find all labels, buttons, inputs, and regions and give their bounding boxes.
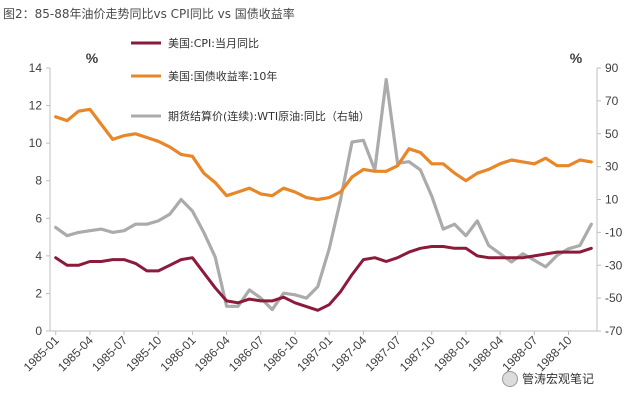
x-tick-label: 1986-10	[260, 333, 301, 374]
x-tick-label: 1986-04	[192, 333, 233, 374]
page-title: 图2：85-88年油价走势同比vs CPI同比 vs 国债收益率	[3, 7, 295, 21]
x-tick-label: 1985-10	[123, 333, 164, 374]
legend-label-yield: 美国:国债收益率:10年	[168, 69, 277, 83]
series-line-yield	[54, 107, 593, 202]
watermark-text: 管涛宏观笔记	[522, 372, 595, 386]
x-tick-label: 1987-07	[363, 333, 404, 374]
x-tick-label: 1988-04	[465, 333, 506, 374]
y-right-tick-label: -70	[605, 324, 623, 338]
x-tick-label: 1988-07	[499, 333, 540, 374]
y-right-tick-label: -50	[605, 291, 623, 305]
y-left-unit: %	[86, 50, 99, 66]
y-right-tick-label: 70	[605, 94, 619, 108]
legend-label-cpi: 美国:CPI:当月同比	[168, 36, 259, 50]
x-tick-label: 1987-04	[328, 333, 369, 374]
y-left-tick-label: 10	[29, 136, 43, 150]
x-tick-label: 1986-07	[226, 333, 267, 374]
x-tick-label: 1986-01	[158, 333, 199, 374]
y-right-tick-label: 30	[605, 160, 619, 174]
y-right-tick-label: -10	[605, 225, 623, 239]
y-left-tick-label: 0	[35, 324, 42, 338]
y-left-tick-label: 6	[35, 211, 42, 225]
y-right-tick-label: 10	[605, 193, 619, 207]
x-tick-label: 1988-10	[534, 333, 575, 374]
wechat-logo-icon	[502, 370, 518, 387]
y-left-tick-label: 12	[29, 99, 43, 113]
y-right-tick-label: 90	[605, 61, 619, 75]
x-tick-label: 1985-07	[89, 333, 130, 374]
watermark: 管涛宏观笔记	[502, 370, 594, 387]
y-left-tick-label: 14	[29, 61, 43, 75]
legend-label-wti: 期货结算价(连续):WTI原油:同比（右轴）	[168, 109, 370, 123]
x-tick-label: 1987-01	[294, 333, 335, 374]
legend: 美国:CPI:当月同比美国:国债收益率:10年期货结算价(连续):WTI原油:同…	[131, 36, 370, 123]
x-tick-label: 1988-01	[431, 333, 472, 374]
x-tick-label: 1985-01	[21, 333, 62, 374]
y-right-unit: %	[570, 50, 583, 66]
x-tick-label: 1987-10	[397, 333, 438, 374]
x-tick-label: 1985-04	[55, 333, 96, 374]
y-right-tick-label: 50	[605, 127, 619, 141]
y-right-tick-label: -30	[605, 258, 623, 272]
y-left-tick-label: 8	[35, 174, 42, 188]
axes: 0 2 4 6 8 10 12 14 -70 -50 -30 -10 10 30 50 70 90% % 1985-…	[21, 50, 623, 374]
legend-label-line: 期货结算价(连续):WTI原油:同比（右轴）	[168, 109, 370, 123]
series-line-cpi	[54, 245, 593, 312]
series-line-wti	[54, 77, 593, 312]
y-left-tick-label: 4	[35, 249, 42, 263]
y-left-tick-label: 2	[35, 286, 42, 300]
series-layer	[54, 77, 593, 312]
